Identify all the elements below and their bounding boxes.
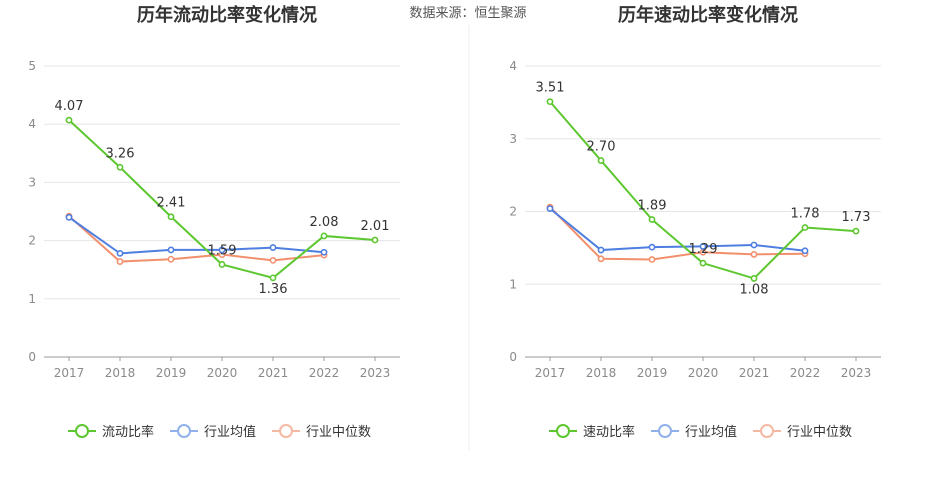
data-point-2: [648, 256, 656, 263]
legend-swatch-marker: [556, 424, 570, 438]
data-point-0: [116, 163, 124, 171]
data-point-0: [320, 232, 328, 240]
data-point-1: [648, 243, 656, 251]
data-point-2: [597, 255, 605, 263]
data-point-1: [218, 246, 226, 254]
data-label: 1.59: [208, 243, 237, 258]
x-tick-label: 2021: [739, 366, 770, 380]
x-tick-label: 2023: [841, 366, 872, 380]
data-label: 1.89: [638, 199, 667, 214]
legend-entry: 行业中位数: [787, 425, 852, 440]
data-point-0: [852, 227, 860, 235]
x-tick-label: 2017: [54, 366, 85, 380]
data-point-1: [116, 250, 124, 257]
legend-entry: 流动比率: [102, 424, 154, 440]
current-ratio-chart: 历年流动比率变化情况 0 1 2 3 4 5 2017 2018 2019 2020 2021 2022…: [28, 4, 400, 440]
data-point-0: [371, 236, 379, 244]
x-tick-label: 2017: [535, 366, 566, 380]
data-point-0: [750, 275, 758, 282]
data-source: 数据来源：恒生聚源: [409, 6, 526, 21]
data-point-1: [801, 247, 809, 255]
series-line-1: [68, 216, 325, 255]
y-tick-label: 1: [28, 292, 36, 306]
y-tick-label: 3: [509, 132, 517, 146]
data-label: 2.01: [361, 219, 390, 234]
x-tick-label: 2018: [105, 366, 136, 380]
data-point-2: [750, 251, 758, 258]
data-point-0: [218, 261, 226, 268]
legend-swatch-marker: [760, 424, 775, 438]
y-tick-label: 4: [28, 117, 36, 131]
y-tick-label: 0: [28, 350, 36, 364]
x-tick-label: 2021: [258, 366, 289, 380]
data-point-0: [597, 157, 605, 164]
data-point-1: [750, 241, 758, 249]
data-point-0: [65, 116, 73, 124]
y-tick-label: 1: [509, 277, 517, 291]
series-line-2: [68, 215, 325, 263]
x-tick-label: 2020: [207, 366, 238, 380]
data-label: 2.41: [157, 196, 186, 211]
data-label: 1.36: [259, 282, 288, 297]
data-label: 2.70: [587, 140, 616, 155]
series-line-1: [549, 207, 806, 252]
quick-ratio-chart: 历年速动比率变化情况 0 1 2 3 4 2017 2018 2019 2020 2021 2022 2…: [509, 4, 881, 440]
data-label: 1.08: [740, 282, 769, 297]
data-point-0: [546, 98, 554, 106]
x-tick-label: 2023: [360, 366, 391, 380]
data-point-0: [167, 213, 175, 221]
data-label: 2.08: [310, 215, 339, 230]
legend-swatch-marker: [177, 424, 192, 438]
data-point-2: [116, 258, 124, 265]
legend-swatch-marker: [279, 424, 294, 438]
y-tick-label: 5: [28, 59, 36, 73]
y-tick-label: 2: [509, 205, 517, 219]
data-point-2: [269, 256, 277, 264]
x-tick-label: 2019: [637, 366, 668, 380]
chart-title: 历年速动比率变化情况: [618, 4, 798, 26]
legend-swatch-marker: [75, 424, 89, 438]
data-label: 1.29: [689, 242, 718, 257]
data-point-0: [801, 224, 809, 231]
data-point-0: [648, 216, 656, 223]
x-tick-label: 2019: [156, 366, 187, 380]
x-tick-label: 2022: [309, 366, 340, 380]
data-point-0: [269, 274, 277, 282]
x-tick-label: 2018: [586, 366, 617, 380]
legend-entry: 行业中位数: [306, 425, 371, 440]
y-tick-label: 2: [28, 234, 36, 248]
legend-swatch-marker: [658, 424, 673, 438]
data-label: 4.07: [55, 99, 84, 114]
legend-entry: 速动比率: [583, 424, 635, 440]
data-point-2: [167, 255, 175, 263]
y-tick-label: 4: [509, 59, 517, 73]
data-label: 1.73: [842, 210, 871, 225]
data-point-1: [167, 246, 175, 254]
legend-entry: 行业均值: [204, 424, 256, 440]
data-point-0: [699, 259, 707, 267]
data-point-1: [65, 213, 73, 221]
y-tick-label: 0: [509, 350, 517, 364]
data-point-1: [269, 244, 277, 251]
data-label: 1.78: [791, 207, 820, 222]
data-label: 3.26: [106, 146, 135, 161]
data-point-1: [546, 205, 554, 212]
legend-entry: 行业均值: [685, 424, 737, 440]
x-tick-label: 2022: [790, 366, 821, 380]
data-point-1: [597, 246, 605, 254]
y-tick-label: 3: [28, 175, 36, 189]
data-point-1: [699, 243, 707, 250]
series-line-2: [549, 206, 806, 261]
x-tick-label: 2020: [688, 366, 719, 380]
data-point-1: [320, 248, 328, 256]
chart-title: 历年流动比率变化情况: [137, 4, 317, 26]
data-label: 3.51: [536, 81, 565, 96]
